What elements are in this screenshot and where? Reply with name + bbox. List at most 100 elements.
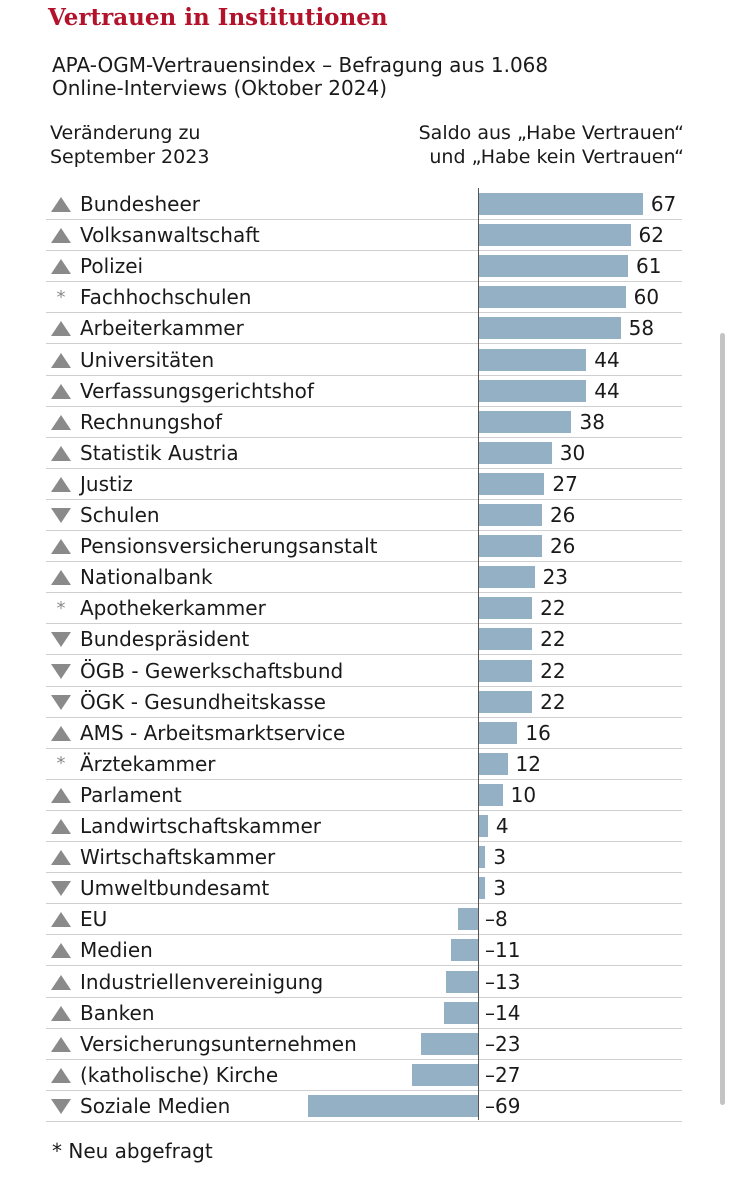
bar: [478, 597, 533, 620]
bar: [478, 659, 533, 682]
triangle-down-icon: [50, 624, 72, 655]
triangle-up-icon: [50, 220, 72, 251]
value-label: 58: [628, 316, 655, 341]
row-divider: [46, 374, 682, 376]
value-label: 22: [540, 596, 566, 621]
row-divider: [46, 1120, 682, 1122]
value-label: 16: [525, 720, 551, 745]
value-label: 60: [633, 285, 660, 310]
table-row: Nationalbank 23: [46, 562, 682, 594]
row-divider: [46, 1027, 682, 1029]
row-divider: [46, 778, 682, 780]
value-label: 10: [510, 782, 537, 807]
bar: [478, 877, 486, 900]
category-label: Arbeiterkammer: [80, 316, 244, 341]
bar: [478, 472, 545, 495]
triangle-up-icon: [50, 718, 72, 749]
triangle-up-icon: [50, 998, 72, 1029]
bar: [458, 908, 478, 931]
table-row: Polizei 61: [46, 251, 682, 283]
category-label: Justiz: [80, 471, 133, 496]
triangle-up-icon: [50, 469, 72, 500]
row-divider: [46, 1089, 682, 1091]
row-divider: [46, 872, 682, 874]
category-label: Soziale Medien: [80, 1093, 231, 1118]
table-row: AMS - Arbeitsmarktservice 16: [46, 718, 682, 749]
table-row: EU –8: [46, 904, 682, 936]
bar: [478, 317, 621, 340]
row-divider: [46, 841, 682, 842]
value-label: 62: [638, 223, 664, 248]
table-row: Verfassungsgerichtshof 44: [46, 376, 682, 407]
row-divider: [46, 654, 682, 656]
triangle-up-icon: [50, 811, 72, 842]
category-label: Universitäten: [80, 347, 215, 372]
bar: [478, 566, 535, 589]
bar: [478, 348, 587, 371]
category-label: Ärztekammer: [80, 751, 216, 776]
triangle-up-icon: [50, 189, 72, 220]
category-label: EU: [80, 907, 108, 932]
bar: [478, 783, 503, 806]
table-row: Parlament 10: [46, 780, 682, 811]
asterisk-icon: *: [56, 597, 66, 619]
value-label: 27: [552, 471, 578, 496]
value-label: 22: [540, 658, 566, 683]
bar: [478, 504, 542, 526]
triangle-up-icon: [50, 1060, 72, 1091]
table-row: * Apothekerkammer 22: [46, 593, 682, 625]
value-label: 44: [594, 347, 620, 372]
row-divider: [46, 405, 682, 407]
row-divider: [46, 809, 682, 811]
triangle-down-icon: [50, 500, 72, 531]
table-row: * Fachhochschulen 60: [46, 282, 682, 314]
value-label: 67: [650, 192, 677, 216]
row-divider: [46, 592, 682, 594]
triangle-up-icon: [50, 407, 72, 438]
category-label: AMS - Arbeitsmarktservice: [80, 720, 346, 745]
bar: [446, 970, 478, 993]
chart-title: Vertrauen in Institutionen: [48, 4, 388, 31]
row-divider: [46, 934, 682, 936]
value-label: 3: [493, 876, 507, 901]
triangle-up-icon: [50, 967, 72, 998]
row-divider: [46, 1058, 682, 1060]
row-divider: [46, 965, 682, 967]
value-label: 44: [594, 378, 620, 403]
bar: [478, 721, 518, 744]
triangle-up-icon: [50, 345, 72, 376]
value-label: 61: [636, 254, 662, 279]
bar: [478, 441, 552, 464]
table-row: Umweltbundesamt 3: [46, 873, 682, 905]
change-column-header: Veränderung zu September 2023: [50, 122, 210, 168]
triangle-up-icon: [50, 438, 72, 469]
bar: [443, 1001, 478, 1024]
bar: [478, 193, 643, 215]
triangle-up-icon: [50, 313, 72, 344]
table-row: Rechnungshof 38: [46, 407, 682, 438]
category-label: Fachhochschulen: [80, 285, 252, 310]
row-divider: [46, 530, 682, 531]
asterisk-icon: *: [56, 753, 66, 775]
table-row: Versicherungsunternehmen –23: [46, 1029, 682, 1060]
table-row: Justiz 27: [46, 469, 682, 500]
triangle-up-icon: [50, 251, 72, 282]
scrollbar[interactable]: [720, 333, 725, 1105]
table-row: ÖGB - Gewerkschaftsbund 22: [46, 656, 682, 687]
table-row: Soziale Medien –69: [46, 1091, 682, 1122]
zero-axis-line: [478, 188, 479, 1120]
table-row: (katholische) Kirche –27: [46, 1060, 682, 1091]
category-label: ÖGK - Gesundheitskasse: [80, 689, 326, 714]
bar: [478, 410, 572, 433]
value-label: 22: [540, 627, 566, 652]
value-label: –69: [485, 1093, 521, 1118]
triangle-down-icon: [50, 687, 72, 718]
table-row: Landwirtschaftskammer 4: [46, 811, 682, 842]
triangle-up-icon: [50, 935, 72, 966]
category-label: Industriellenvereinigung: [80, 969, 324, 994]
category-label: Verfassungsgerichtshof: [80, 378, 314, 403]
triangle-up-icon: [50, 1029, 72, 1060]
category-label: Wirtschaftskammer: [80, 845, 276, 870]
row-divider: [46, 996, 682, 998]
table-row: Schulen 26: [46, 500, 682, 531]
